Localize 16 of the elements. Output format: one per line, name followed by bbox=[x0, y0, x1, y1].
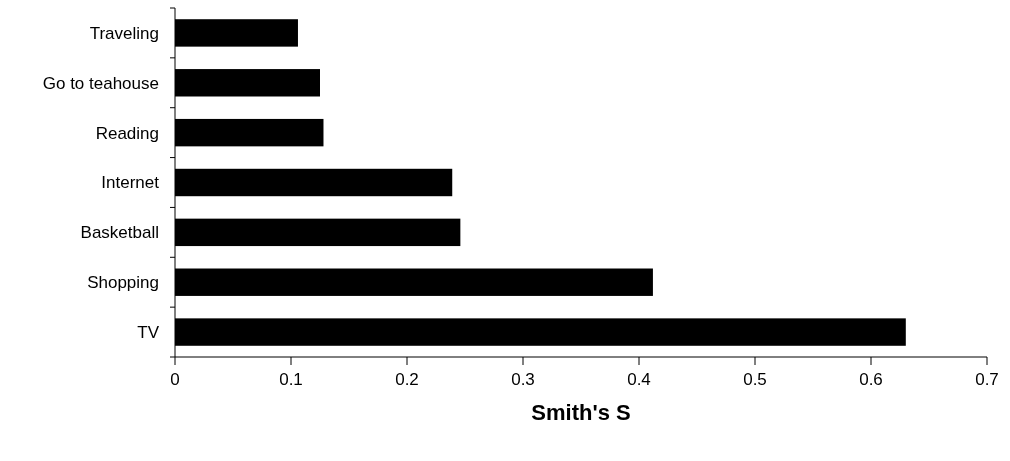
x-tick-label: 0.2 bbox=[395, 369, 419, 389]
x-tick-label: 0.3 bbox=[511, 369, 535, 389]
y-tick-label: Go to teahouse bbox=[42, 73, 159, 93]
y-tick-label: Basketball bbox=[80, 223, 159, 243]
x-axis-title: Smith's S bbox=[531, 399, 631, 425]
y-tick-label: Reading bbox=[95, 123, 159, 143]
x-tick-label: 0.4 bbox=[627, 369, 651, 389]
x-tick-label: 0.1 bbox=[279, 369, 303, 389]
x-tick-label: 0.5 bbox=[743, 369, 767, 389]
y-tick-label: Shopping bbox=[87, 273, 159, 293]
x-tick-label: 0 bbox=[170, 369, 180, 389]
x-tick-label: 0.6 bbox=[859, 369, 883, 389]
x-tick-label: 0.7 bbox=[975, 369, 999, 389]
y-tick-label: Internet bbox=[101, 173, 160, 193]
y-tick-label: Traveling bbox=[89, 23, 159, 43]
y-tick-label: TV bbox=[137, 323, 160, 343]
